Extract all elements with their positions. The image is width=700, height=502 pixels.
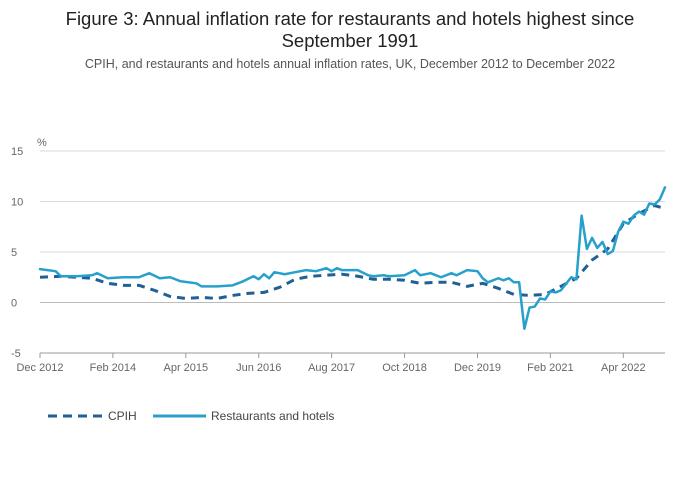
y-tick-label: 15: [11, 146, 23, 158]
x-tick-label: Oct 2018: [382, 362, 427, 374]
x-tick-label: Aug 2017: [308, 362, 355, 374]
grid-lines: [40, 150, 665, 354]
x-tick-label: Jun 2016: [236, 362, 281, 374]
y-tick-label: 10: [11, 197, 23, 209]
x-tick-label: Dec 2012: [16, 362, 63, 374]
y-axis-unit-label: %: [37, 137, 47, 149]
series-line-restaurants-and-hotels: [38, 186, 667, 331]
x-tick-label: Apr 2022: [601, 362, 646, 374]
x-tick-label: Feb 2021: [527, 362, 573, 374]
series-lines: [38, 186, 667, 331]
y-tick-label: -5: [11, 348, 21, 360]
y-axis-ticks: 15 10 5 0 -5: [11, 146, 23, 360]
chart-legend: CPIH Restaurants and hotels: [48, 409, 334, 423]
x-tick-label: Apr 2015: [163, 362, 208, 374]
x-tick-label: Feb 2014: [90, 362, 136, 374]
legend-label-cpih: CPIH: [108, 409, 137, 423]
legend-label-restaurants-and-hotels: Restaurants and hotels: [211, 409, 334, 423]
chart-title: Figure 3: Annual inflation rate for rest…: [65, 8, 635, 51]
x-axis: Dec 2012 Feb 2014 Apr 2015 Jun 2016 Aug 2017…: [16, 352, 665, 374]
y-tick-label: 0: [11, 298, 17, 310]
y-tick-label: 5: [11, 247, 17, 259]
x-tick-label: Dec 2019: [454, 362, 501, 374]
chart-subtitle: CPIH, and restaurants and hotels annual …: [84, 57, 616, 71]
